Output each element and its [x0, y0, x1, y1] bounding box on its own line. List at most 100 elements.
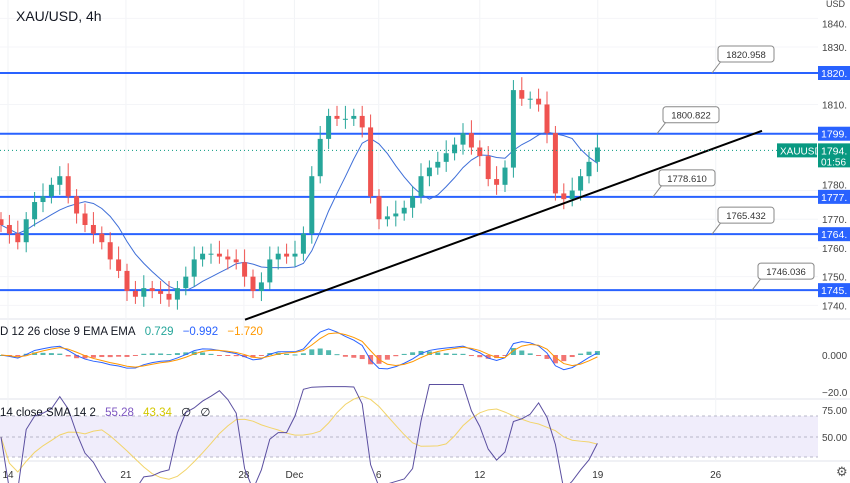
level-price-tag: [818, 189, 850, 204]
settings-gear-icon[interactable]: ⚙: [836, 464, 848, 479]
candle: [426, 160, 432, 187]
macd-value-histogram: 0.729: [144, 326, 174, 338]
level-callout-box: [757, 262, 815, 280]
candle-body: [443, 153, 449, 162]
candle-body: [40, 196, 46, 203]
candle: [452, 137, 458, 161]
candle-body: [317, 138, 323, 177]
candle-body: [183, 276, 189, 289]
macd-histogram-bar: [74, 355, 80, 359]
candle: [284, 243, 290, 264]
macd-histogram-bar: [443, 353, 449, 355]
macd-histogram-bar: [191, 351, 197, 355]
candle: [250, 269, 256, 299]
rsi-legend-label: 14 close SMA 14 2: [0, 407, 96, 419]
macd-histogram-bar: [124, 355, 130, 357]
candle: [351, 108, 357, 126]
level-callout-label: 1820.958: [726, 50, 766, 61]
macd-histogram-bar: [48, 353, 54, 355]
candle: [40, 183, 46, 213]
candle: [216, 240, 222, 264]
candle-body: [23, 219, 29, 243]
candle-body: [368, 127, 374, 197]
price-axis-tick: 1770.: [822, 215, 847, 226]
macd-value-signal: −1.720: [227, 326, 263, 338]
candle-body: [132, 290, 138, 297]
macd-histogram-bar: [536, 355, 542, 356]
candle-body: [586, 161, 592, 177]
chart-title: XAU/USD, 4h: [16, 8, 102, 24]
macd-histogram-bar: [342, 355, 348, 357]
level-callout-box: [658, 169, 716, 187]
macd-histogram-bar: [40, 352, 46, 355]
level-price-tag-text: 1745.: [821, 285, 847, 297]
macd-histogram-bar: [225, 355, 231, 356]
macd-histogram-bar: [435, 352, 441, 355]
candle-body: [216, 253, 222, 257]
level-callout-label: 1746.036: [766, 267, 806, 278]
time-axis-tick: 21: [120, 470, 132, 481]
candle: [544, 91, 550, 144]
level-price-tag: [818, 126, 850, 141]
macd-histogram-bar: [401, 353, 407, 355]
candle: [225, 249, 231, 270]
macd-histogram-bar: [351, 355, 357, 358]
currency-selector[interactable]: USD: [826, 0, 846, 9]
macd-histogram-bar: [384, 355, 390, 360]
candle: [191, 246, 197, 287]
macd-histogram-bar: [132, 355, 138, 356]
macd-histogram-bar: [418, 350, 424, 355]
candle: [82, 203, 88, 233]
candle-body: [0, 219, 4, 225]
candle: [569, 177, 575, 207]
time-axis-tick: 14: [2, 470, 14, 481]
level-callout-label: 1778.610: [667, 174, 707, 185]
moving-average-line: [0, 131, 598, 292]
candle-body: [485, 156, 491, 180]
candle: [65, 163, 71, 204]
candle-body: [116, 259, 122, 271]
macd-histogram-bar: [216, 355, 222, 356]
candle-body: [418, 176, 424, 197]
candle-body: [292, 253, 298, 257]
macd-histogram-bar: [519, 350, 525, 355]
current-price-text: 1794.: [821, 145, 847, 157]
level-callout-label: 1800.822: [671, 111, 711, 122]
candle: [107, 232, 113, 270]
candle: [536, 88, 542, 112]
symbol-tag-text: XAUUSD: [780, 146, 822, 157]
candle-body: [401, 207, 407, 214]
level-callout-label: 1765.432: [726, 211, 766, 222]
candle-body: [15, 233, 21, 243]
candle: [57, 166, 63, 195]
candle: [183, 266, 189, 296]
candle: [578, 169, 584, 201]
candle: [502, 160, 508, 192]
candle-body: [309, 176, 315, 234]
candle-body: [65, 176, 71, 197]
macd-axis-tick: 0.000: [822, 351, 847, 362]
macd-histogram-bar: [90, 355, 96, 358]
candle-body: [99, 233, 105, 243]
candle-body: [393, 213, 399, 217]
candle: [326, 108, 332, 149]
macd-histogram-bar: [477, 355, 483, 358]
macd-histogram-bar: [326, 350, 332, 355]
candle-body: [233, 259, 239, 263]
candle-body: [351, 115, 357, 119]
candle: [510, 80, 516, 178]
macd-histogram-bar: [174, 353, 180, 355]
candle-body: [124, 270, 130, 291]
macd-histogram-bar: [149, 353, 155, 355]
macd-histogram-bar: [65, 355, 71, 357]
candle-body: [6, 224, 12, 234]
candle-body: [107, 242, 113, 260]
rsi-ma-value: 43.34: [143, 407, 172, 419]
candle: [99, 226, 105, 250]
macd-histogram-bar: [460, 353, 466, 355]
candle-body: [384, 216, 390, 220]
macd-legend: D 12 26 close 9 EMA EMA 0.729 −0.992 −1.…: [0, 326, 269, 338]
candle-body: [569, 190, 575, 200]
candle: [200, 246, 206, 267]
